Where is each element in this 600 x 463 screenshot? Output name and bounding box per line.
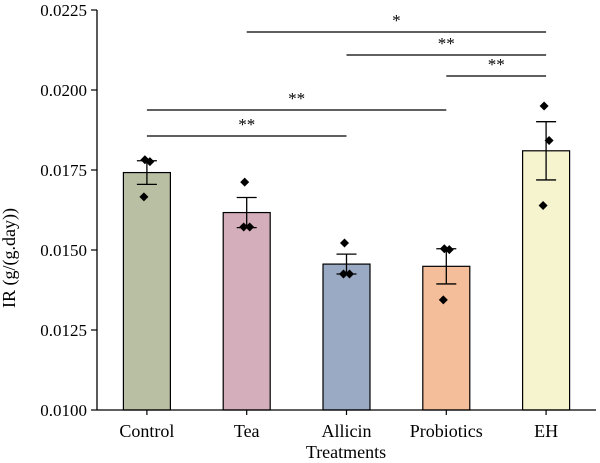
data-point-3-2 <box>438 295 448 305</box>
data-point-4-2 <box>538 201 548 211</box>
error-bars-layer <box>136 121 557 285</box>
data-point-1-1 <box>245 222 255 232</box>
points-layer <box>139 101 554 305</box>
bars-layer <box>122 150 571 411</box>
data-point-1-0 <box>240 177 250 187</box>
y-tick-label-4: 0.0200 <box>40 81 87 100</box>
data-point-2-0 <box>340 238 349 248</box>
data-point-3-1 <box>444 245 454 255</box>
significance-label-1: ** <box>438 34 455 53</box>
significance-label-0: * <box>392 11 401 30</box>
x-category-label-4: EH <box>534 421 558 441</box>
x-category-label-1: Tea <box>234 421 260 441</box>
y-tick-label-1: 0.0125 <box>40 321 87 340</box>
data-point-0-2 <box>139 192 149 202</box>
bar-1 <box>222 211 271 411</box>
x-categories-layer: Control Tea Allicin Probiotics EH <box>119 410 558 441</box>
data-point-2-1 <box>345 269 354 279</box>
x-category-label-2: Allicin <box>322 421 372 441</box>
y-axis-title: IR (g/(g.day)) <box>0 208 20 308</box>
x-category-label-0: Control <box>119 421 174 441</box>
significance-label-4: ** <box>238 115 255 134</box>
data-point-1-2 <box>239 222 249 232</box>
significance-label-2: ** <box>488 55 505 74</box>
data-point-4-1 <box>544 136 554 146</box>
x-axis-title: Treatments <box>306 442 386 462</box>
significance-layer: ********* <box>146 11 547 137</box>
y-ticks-layer: 0.0100 0.0125 0.0150 0.0175 0.0200 0.0225 <box>40 1 97 420</box>
data-point-2-2 <box>339 269 348 279</box>
bar-3 <box>422 265 471 411</box>
bar-0 <box>122 171 172 411</box>
data-point-4-0 <box>539 101 549 111</box>
bar-4 <box>521 150 571 411</box>
y-tick-label-3: 0.0175 <box>40 161 87 180</box>
bar-2 <box>322 263 371 411</box>
significance-label-3: ** <box>288 89 305 108</box>
y-tick-label-2: 0.0150 <box>40 241 87 260</box>
data-point-0-1 <box>145 157 155 167</box>
y-tick-label-0: 0.0100 <box>40 401 87 420</box>
y-tick-label-5: 0.0225 <box>40 1 87 20</box>
x-category-label-3: Probiotics <box>410 421 483 441</box>
